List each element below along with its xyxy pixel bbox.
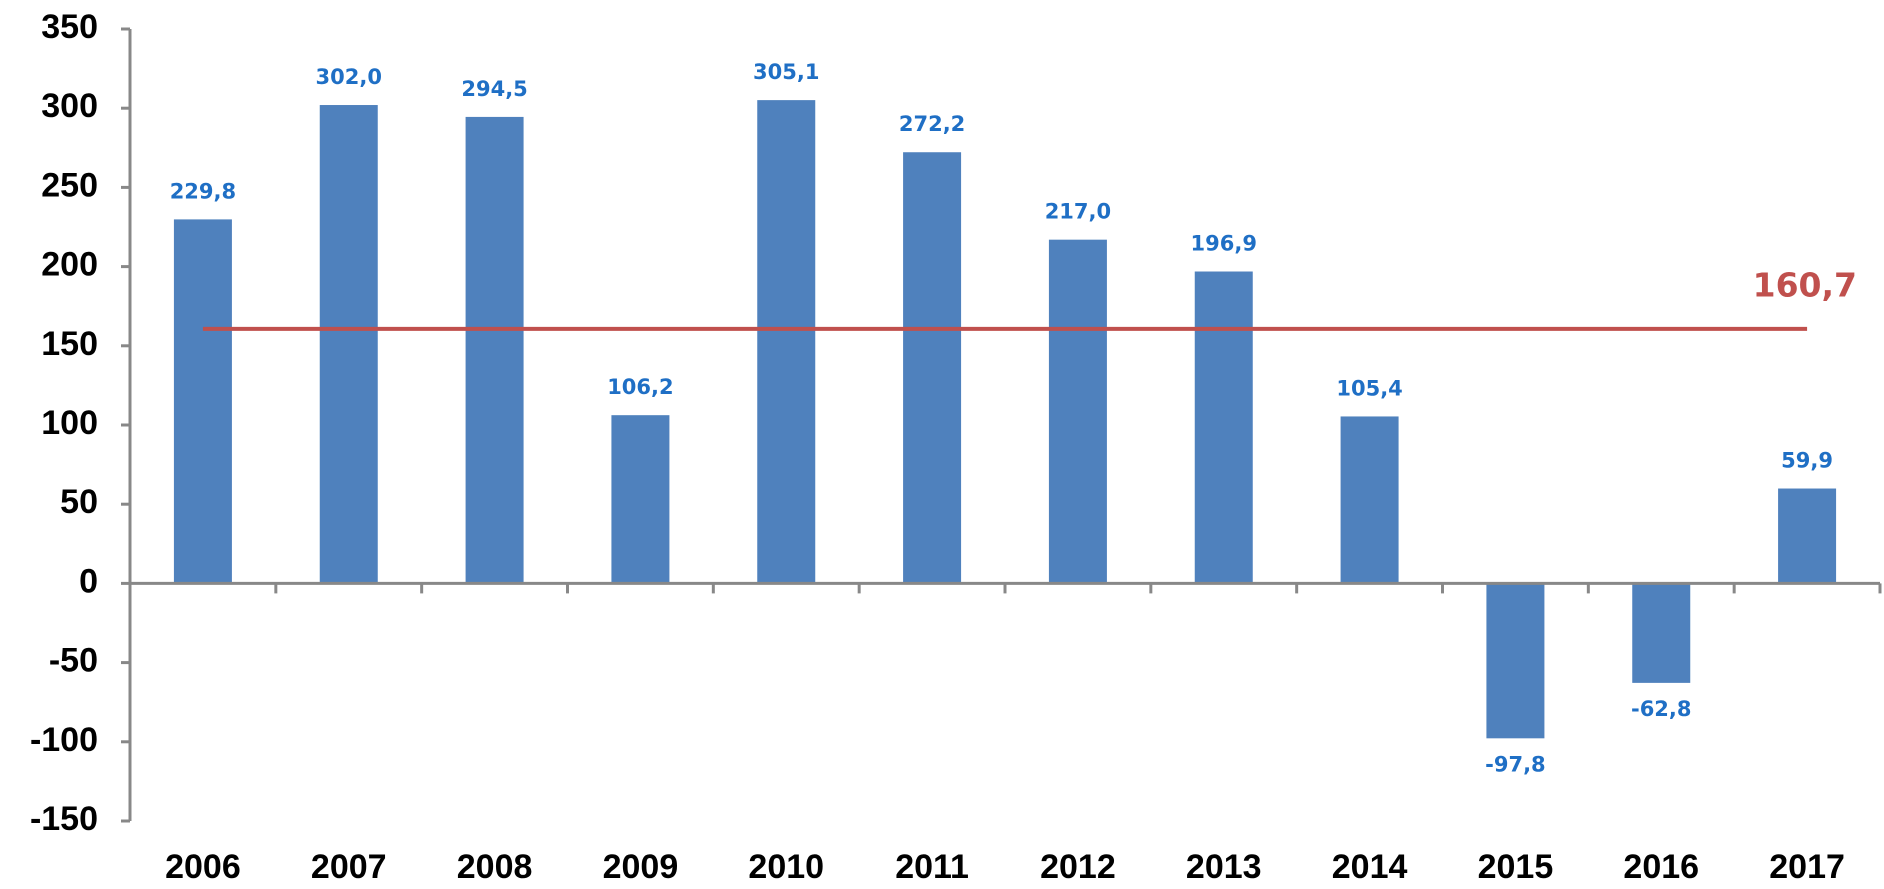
value-label: 229,8 <box>170 179 236 203</box>
y-tick-label: -150 <box>30 800 98 838</box>
x-tick-label: 2013 <box>1186 848 1262 886</box>
y-tick-label: 350 <box>41 8 98 46</box>
value-label: 305,1 <box>753 60 819 84</box>
value-label: 217,0 <box>1045 200 1111 224</box>
value-label: 294,5 <box>461 77 527 101</box>
y-tick-label: -50 <box>49 642 98 680</box>
bar <box>757 100 816 584</box>
bar <box>465 116 524 584</box>
y-tick-label: 100 <box>41 404 98 442</box>
value-label: -97,8 <box>1485 752 1546 776</box>
x-tick-label: 2012 <box>1040 848 1116 886</box>
value-label: 59,9 <box>1781 449 1833 473</box>
y-tick-label: 250 <box>41 166 98 204</box>
x-tick-label: 2014 <box>1332 848 1408 886</box>
bar <box>1194 271 1253 584</box>
bar <box>1340 416 1399 584</box>
x-tick-label: 2015 <box>1478 848 1554 886</box>
value-label: 302,0 <box>316 65 382 89</box>
x-tick-label: 2017 <box>1769 848 1845 886</box>
value-label: 272,2 <box>899 112 965 136</box>
bar <box>319 105 378 584</box>
bar <box>1486 583 1545 739</box>
x-tick-label: 2007 <box>311 848 387 886</box>
bar <box>903 152 962 584</box>
value-label: 105,4 <box>1336 376 1402 400</box>
average-label: 160,7 <box>1753 265 1857 304</box>
bar <box>1048 239 1107 584</box>
value-label: 196,9 <box>1191 232 1257 256</box>
y-tick-label: 50 <box>60 483 98 521</box>
y-tick-label: 300 <box>41 87 98 125</box>
y-tick-label: 0 <box>79 562 98 600</box>
x-tick-label: 2006 <box>165 848 241 886</box>
bar <box>611 415 670 584</box>
y-tick-label: 150 <box>41 325 98 363</box>
x-tick-label: 2016 <box>1623 848 1699 886</box>
y-tick-label: 200 <box>41 246 98 284</box>
x-tick-label: 2009 <box>603 848 679 886</box>
x-tick-label: 2011 <box>895 848 969 886</box>
x-tick-label: 2010 <box>748 848 824 886</box>
x-tick-label: 2008 <box>457 848 533 886</box>
bar <box>1778 488 1837 584</box>
bar <box>173 219 232 584</box>
y-tick-label: -100 <box>30 721 98 759</box>
value-label: 106,2 <box>607 375 673 399</box>
value-label: -62,8 <box>1631 697 1692 721</box>
bar <box>1632 583 1691 683</box>
